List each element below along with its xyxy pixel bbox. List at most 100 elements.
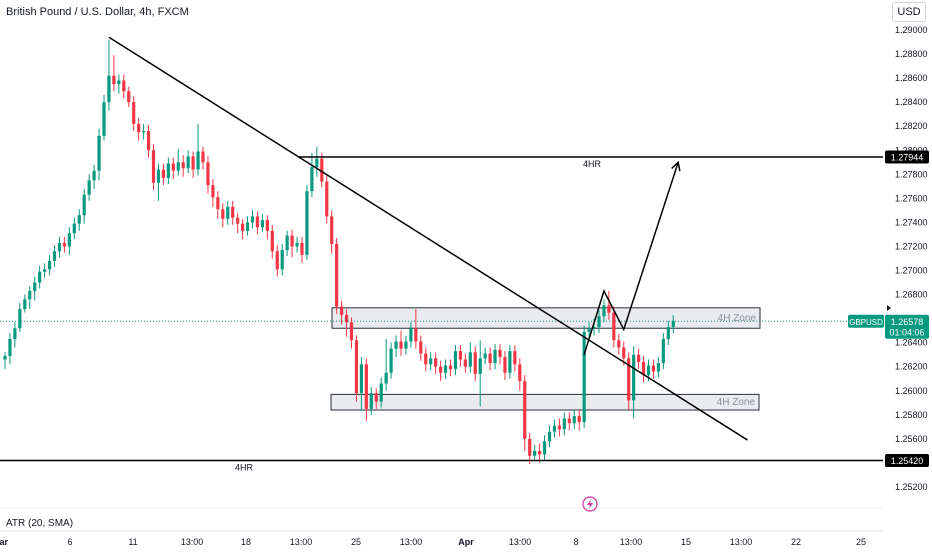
candle-body[interactable] bbox=[3, 355, 7, 360]
candle-body[interactable] bbox=[473, 352, 477, 374]
candle-body[interactable] bbox=[300, 242, 304, 255]
candle-body[interactable] bbox=[67, 233, 71, 247]
candle-body[interactable] bbox=[18, 309, 22, 329]
candle-body[interactable] bbox=[28, 290, 32, 300]
scroll-right-icon[interactable] bbox=[887, 305, 891, 311]
candle-body[interactable] bbox=[97, 135, 101, 171]
candle-body[interactable] bbox=[429, 358, 433, 365]
candle-body[interactable] bbox=[285, 235, 289, 251]
candle-body[interactable] bbox=[82, 194, 86, 216]
candle-body[interactable] bbox=[666, 327, 670, 340]
candle-body[interactable] bbox=[533, 450, 537, 456]
candle-body[interactable] bbox=[72, 223, 76, 234]
candle-body[interactable] bbox=[241, 223, 245, 231]
candle-body[interactable] bbox=[602, 305, 606, 317]
candle-body[interactable] bbox=[245, 222, 250, 231]
candle-body[interactable] bbox=[379, 383, 383, 402]
candle-body[interactable] bbox=[13, 328, 17, 340]
candle-body[interactable] bbox=[448, 365, 453, 370]
candle-body[interactable] bbox=[186, 156, 190, 169]
candle-body[interactable] bbox=[255, 216, 260, 228]
candle-body[interactable] bbox=[280, 250, 284, 270]
candle-body[interactable] bbox=[389, 348, 393, 373]
candle-body[interactable] bbox=[142, 131, 146, 133]
candle-body[interactable] bbox=[270, 230, 274, 252]
candle-body[interactable] bbox=[651, 365, 656, 372]
candle-body[interactable] bbox=[92, 170, 96, 181]
candle-body[interactable] bbox=[617, 340, 621, 348]
indicator-label[interactable]: ATR (20, SMA) bbox=[6, 518, 74, 529]
candle-body[interactable] bbox=[671, 321, 675, 328]
candle-body[interactable] bbox=[62, 242, 66, 247]
candle-body[interactable] bbox=[404, 341, 408, 349]
candle-body[interactable] bbox=[547, 431, 552, 442]
candle-body[interactable] bbox=[275, 251, 279, 270]
candle-body[interactable] bbox=[493, 349, 497, 364]
candle-body[interactable] bbox=[260, 220, 264, 228]
candle-body[interactable] bbox=[597, 316, 601, 328]
candle-body[interactable] bbox=[488, 353, 492, 364]
candle-body[interactable] bbox=[483, 353, 487, 359]
candle-body[interactable] bbox=[518, 364, 522, 382]
candle-body[interactable] bbox=[87, 180, 91, 195]
candle-body[interactable] bbox=[33, 282, 37, 291]
candle-body[interactable] bbox=[641, 361, 646, 376]
candle-body[interactable] bbox=[572, 416, 576, 424]
candle-body[interactable] bbox=[231, 206, 235, 218]
candle-body[interactable] bbox=[146, 131, 151, 151]
candle-body[interactable] bbox=[226, 206, 230, 219]
candle-body[interactable] bbox=[409, 328, 413, 342]
candle-body[interactable] bbox=[52, 251, 57, 261]
candle-body[interactable] bbox=[250, 216, 255, 223]
candle-body[interactable] bbox=[340, 306, 344, 316]
candle-body[interactable] bbox=[523, 381, 527, 439]
candle-body[interactable] bbox=[161, 169, 165, 178]
candle-body[interactable] bbox=[414, 328, 418, 342]
candle-body[interactable] bbox=[463, 359, 467, 367]
candle-body[interactable] bbox=[592, 327, 596, 329]
candle-body[interactable] bbox=[498, 349, 502, 358]
candle-body[interactable] bbox=[567, 418, 571, 424]
candle-body[interactable] bbox=[607, 305, 611, 313]
candle-body[interactable] bbox=[552, 425, 557, 432]
candle-body[interactable] bbox=[384, 372, 388, 384]
candle-body[interactable] bbox=[181, 162, 185, 169]
candle-body[interactable] bbox=[57, 242, 62, 252]
candle-body[interactable] bbox=[542, 441, 547, 455]
candle-body[interactable] bbox=[290, 235, 294, 247]
candle-body[interactable] bbox=[330, 216, 334, 245]
candle-body[interactable] bbox=[156, 169, 161, 183]
candle-body[interactable] bbox=[453, 351, 458, 370]
candle-body[interactable] bbox=[176, 162, 180, 171]
candle-body[interactable] bbox=[344, 315, 349, 323]
candle-body[interactable] bbox=[315, 158, 319, 168]
candle-body[interactable] bbox=[166, 163, 170, 178]
candle-body[interactable] bbox=[310, 167, 314, 192]
candle-body[interactable] bbox=[468, 352, 472, 367]
trendline[interactable] bbox=[108, 36, 748, 441]
candle-body[interactable] bbox=[646, 365, 651, 376]
candle-body[interactable] bbox=[478, 358, 482, 374]
candle-body[interactable] bbox=[127, 91, 131, 103]
candle-body[interactable] bbox=[171, 163, 175, 171]
candle-body[interactable] bbox=[508, 351, 512, 373]
candle-body[interactable] bbox=[528, 438, 532, 456]
candle-body[interactable] bbox=[557, 425, 561, 430]
candle-body[interactable] bbox=[211, 185, 215, 198]
candle-body[interactable] bbox=[661, 339, 665, 364]
candle-body[interactable] bbox=[132, 102, 136, 124]
candle-body[interactable] bbox=[582, 331, 586, 423]
candle-body[interactable] bbox=[424, 353, 428, 365]
candle-body[interactable] bbox=[612, 312, 616, 341]
candle-body[interactable] bbox=[221, 209, 225, 219]
candle-body[interactable] bbox=[354, 340, 359, 394]
candle-body[interactable] bbox=[122, 80, 126, 92]
candle-body[interactable] bbox=[38, 271, 42, 283]
candle-body[interactable] bbox=[399, 341, 403, 349]
candle-body[interactable] bbox=[137, 123, 141, 133]
candle-body[interactable] bbox=[538, 450, 542, 455]
candle-body[interactable] bbox=[443, 365, 448, 373]
candle-body[interactable] bbox=[349, 322, 354, 341]
